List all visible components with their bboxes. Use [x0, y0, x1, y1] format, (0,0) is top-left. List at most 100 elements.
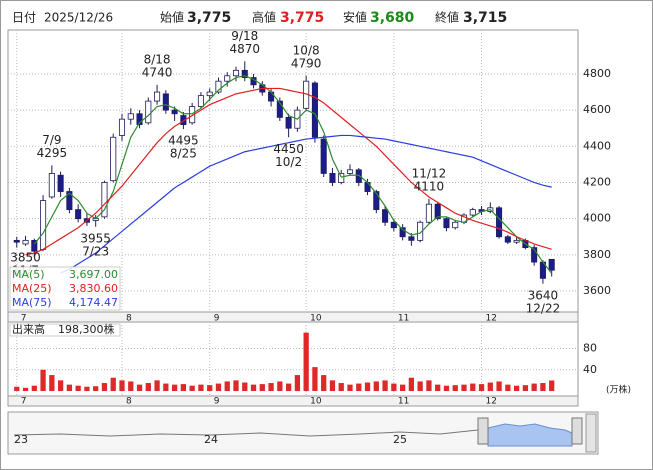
candle-body [101, 182, 108, 218]
volume-tick-label: 40 [583, 363, 597, 376]
header: 日付 2025/12/26 始値 3,775 高値 3,775 安値 3,680… [12, 10, 507, 27]
volume-bar [242, 382, 248, 391]
candle-body [180, 115, 187, 126]
candle-body [154, 91, 161, 102]
candle-body [382, 209, 389, 223]
volume-bar [75, 385, 81, 391]
volume-bar [522, 385, 529, 391]
y-tick-label: 3600 [583, 284, 611, 297]
close: 3,715 [463, 10, 507, 26]
volume-bar [321, 375, 327, 391]
candle-body [197, 95, 204, 107]
volume-bar [66, 384, 73, 391]
volume-bar [215, 383, 222, 391]
candle-body [145, 100, 152, 124]
volume-tick-label: 80 [583, 342, 597, 355]
high: 3,775 [280, 10, 324, 26]
date: 2025/12/26 [44, 11, 113, 25]
candle-body [189, 106, 196, 124]
ma-line [33, 75, 553, 274]
volume-bar [303, 332, 309, 391]
volume-bar [110, 377, 116, 391]
annotation-date: 9/18 [231, 29, 258, 43]
volume-bar [22, 387, 29, 391]
annotation-date: 10/2 [275, 155, 302, 169]
date-label: 日付 [12, 11, 36, 25]
candle-body [40, 200, 47, 250]
annotation-price: 4495 [168, 134, 199, 148]
x-tick-label: 11 [398, 397, 409, 407]
volume-bar [338, 383, 344, 391]
volume-bar [312, 367, 318, 391]
candle-body [513, 239, 520, 243]
volume-bar [171, 384, 178, 391]
navigator-handle-left[interactable] [477, 417, 489, 445]
volume-bar [391, 383, 397, 391]
volume-bar [417, 381, 423, 391]
volume-bar [57, 380, 64, 391]
candle-body [57, 174, 64, 192]
annotation-price: 4790 [291, 56, 322, 70]
annotation-date: 8/18 [144, 52, 171, 66]
annotation-price: 3640 [528, 288, 559, 302]
volume-bar [470, 383, 476, 391]
candle-body [162, 93, 169, 111]
candle-body [417, 221, 424, 241]
candle-body [136, 113, 143, 126]
high-label: 高値 [252, 10, 276, 25]
candle-body [346, 169, 354, 174]
candle-body [232, 69, 240, 77]
x-tick-label: 9 [214, 314, 220, 324]
candle-body [496, 207, 503, 238]
volume-bar [347, 384, 353, 391]
y-tick-label: 4600 [583, 103, 611, 116]
candle-body [469, 209, 476, 216]
candle-body [452, 221, 459, 229]
navigator-handle-right[interactable] [571, 417, 583, 445]
volume-bar [452, 385, 458, 391]
navigator-line [13, 429, 479, 437]
low: 3,680 [370, 10, 415, 26]
x-tick-label: 7 [21, 397, 27, 407]
candle-body [206, 91, 213, 97]
x-tick-label: 8 [126, 397, 132, 407]
volume-bar [93, 386, 99, 391]
navigator-label: 25 [393, 433, 407, 446]
candle-body [338, 173, 345, 183]
candle-body [48, 173, 55, 198]
volume-bar [268, 383, 274, 391]
ma-line [25, 87, 552, 256]
candle-body [75, 209, 82, 220]
annotation-date: 7/23 [82, 244, 109, 258]
volume-bar [207, 385, 213, 391]
volume-bar [408, 377, 415, 391]
volume-bar [180, 384, 187, 391]
candle-body [110, 136, 117, 182]
volume-bar [128, 381, 134, 391]
volume-bar [250, 384, 257, 391]
annotation-price: 4110 [414, 179, 445, 193]
volume-bar [101, 383, 108, 391]
volume-bar [40, 369, 46, 391]
candle-body [285, 116, 292, 129]
volume-bar [224, 381, 230, 391]
candle-body [531, 247, 538, 263]
x-tick-label: 12 [486, 397, 497, 407]
volume-legend-box [9, 323, 121, 337]
volume-bar [373, 381, 379, 391]
annotation-price: 4450 [273, 142, 304, 156]
volume-bar [14, 386, 20, 391]
volume-bar [443, 385, 450, 391]
candle-body [171, 109, 178, 115]
scroll-button[interactable] [585, 413, 597, 453]
navigator: 23 24 25 [7, 411, 599, 455]
volume-bar [399, 384, 406, 391]
candle-body [31, 239, 38, 252]
volume-bar [478, 384, 485, 391]
candle-body [215, 80, 222, 93]
volume-bar [505, 384, 511, 391]
volume-bar [356, 383, 362, 391]
candle-body [13, 239, 20, 243]
